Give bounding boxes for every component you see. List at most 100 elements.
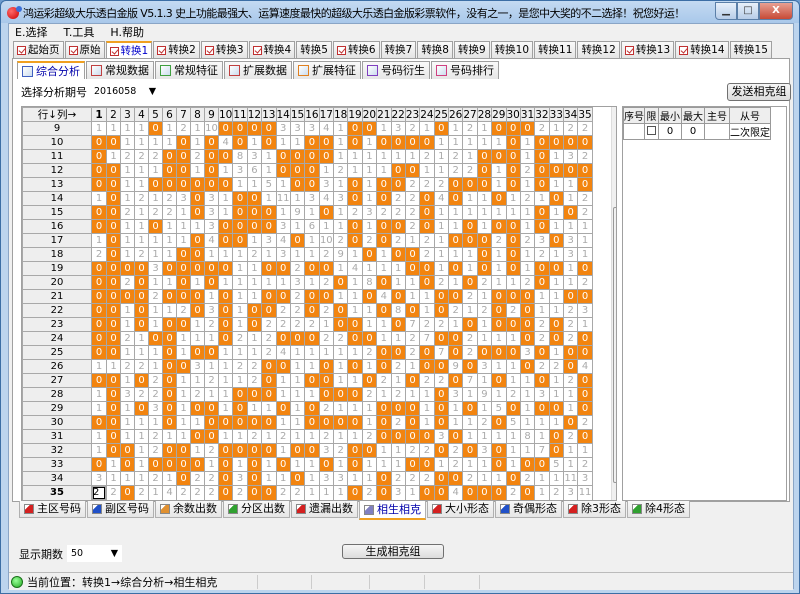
grid-cell[interactable]: 2 (232, 359, 248, 374)
grid-cell[interactable]: 10 (204, 121, 219, 136)
grid-cell[interactable]: 1 (447, 205, 464, 220)
tab-0[interactable]: 起始页 (13, 41, 64, 58)
grid-cell[interactable]: 4 (376, 289, 392, 304)
grid-cell[interactable]: 0 (462, 443, 478, 458)
grid-cell[interactable]: 1 (134, 177, 149, 192)
grid-cell[interactable]: 1 (134, 345, 149, 360)
grid-cell[interactable]: 2 (577, 191, 593, 206)
grid-cell[interactable]: 3 (289, 121, 306, 136)
grid-cell[interactable]: 0 (447, 429, 464, 444)
grid-cell[interactable]: 2 (476, 303, 493, 318)
grid-cell[interactable]: 4 (318, 191, 335, 206)
grid-cell[interactable]: 1 (91, 401, 107, 416)
grid-cell[interactable]: 2 (148, 289, 163, 304)
grid-cell[interactable]: 0 (91, 373, 107, 388)
grid-cell[interactable]: 1 (176, 233, 191, 248)
grid-cell[interactable]: 0 (534, 135, 550, 150)
grid-cell[interactable]: 2 (318, 275, 335, 290)
grid-cell[interactable]: 2 (148, 387, 163, 402)
grid-cell[interactable]: 1 (505, 191, 521, 206)
grid-cell[interactable]: 0 (462, 485, 478, 500)
grid-cell[interactable]: 0 (433, 331, 450, 346)
grid-cell[interactable]: 0 (390, 247, 406, 262)
grid-cell[interactable]: 0 (534, 163, 550, 178)
grid-cell[interactable]: 1 (134, 471, 149, 486)
grid-cell[interactable]: 2 (404, 471, 421, 486)
column-header[interactable]: 9 (204, 107, 219, 122)
grid-cell[interactable]: 2 (419, 233, 435, 248)
grid-cell[interactable]: 2 (419, 247, 435, 262)
grid-cell[interactable]: 1 (246, 401, 263, 416)
grid-cell[interactable]: 0 (419, 191, 435, 206)
grid-cell[interactable]: 0 (204, 261, 219, 276)
grid-cell[interactable]: 2 (318, 247, 335, 262)
grid-cell[interactable]: 1 (261, 149, 277, 164)
grid-cell[interactable]: 0 (91, 345, 107, 360)
grid-cell[interactable]: 2 (447, 163, 464, 178)
grid-cell[interactable]: 2 (134, 359, 149, 374)
grid-cell[interactable]: 1 (217, 387, 234, 402)
grid-cell[interactable]: 0 (318, 149, 335, 164)
grid-cell[interactable]: 0 (376, 233, 392, 248)
grid-cell[interactable]: 1 (534, 415, 550, 430)
grid-cell[interactable]: 1 (148, 163, 163, 178)
grid-cell[interactable]: 1 (275, 471, 291, 486)
column-header[interactable]: 16 (304, 107, 320, 122)
column-header[interactable]: 1 (91, 107, 107, 122)
grid-cell[interactable]: 2 (562, 121, 579, 136)
grid-cell[interactable]: 0 (577, 401, 593, 416)
grid-cell[interactable]: 1 (577, 443, 593, 458)
grid-cell[interactable]: 2 (275, 303, 291, 318)
grid-cell[interactable]: 0 (246, 443, 263, 458)
column-header[interactable]: 18 (332, 107, 349, 122)
grid-cell[interactable]: 3 (433, 429, 450, 444)
grid-cell[interactable]: 0 (404, 429, 421, 444)
grid-cell[interactable]: 0 (447, 191, 464, 206)
grid-cell[interactable]: 1 (376, 261, 392, 276)
grid-cell[interactable]: 0 (162, 443, 177, 458)
tab-9[interactable]: 转换8 (417, 41, 453, 58)
grid-cell[interactable]: 2 (519, 233, 536, 248)
grid-cell[interactable]: 0 (106, 303, 121, 318)
grid-cell[interactable]: 1 (548, 247, 565, 262)
grid-cell[interactable]: 1 (162, 219, 177, 234)
grid-cell[interactable]: 0 (347, 135, 363, 150)
grid-cell[interactable]: 0 (176, 471, 191, 486)
grid-cell[interactable]: 1 (217, 373, 234, 388)
grid-cell[interactable]: 2 (462, 121, 478, 136)
grid-cell[interactable]: 2 (419, 471, 435, 486)
tab-16[interactable]: 转换15 (729, 41, 772, 58)
grid-cell[interactable]: 1 (548, 149, 565, 164)
minimize-button[interactable]: ▁ (715, 2, 737, 20)
grid-cell[interactable]: 0 (232, 233, 248, 248)
grid-cell[interactable]: 0 (562, 163, 579, 178)
grid-cell[interactable]: 1 (190, 135, 205, 150)
grid-cell[interactable]: 1 (91, 429, 107, 444)
grid-cell[interactable]: 1 (505, 275, 521, 290)
grid-cell[interactable]: 0 (534, 261, 550, 276)
grid-cell[interactable]: 0 (176, 247, 191, 262)
grid-cell[interactable]: 1 (548, 387, 565, 402)
grid-cell[interactable]: 1 (433, 135, 450, 150)
grid-cell[interactable]: 2 (534, 247, 550, 262)
grid-cell[interactable]: 0 (318, 415, 335, 430)
grid-cell[interactable]: 0 (505, 247, 521, 262)
column-header[interactable]: 26 (447, 107, 464, 122)
grid-cell[interactable]: 1 (232, 429, 248, 444)
grid-cell[interactable]: 1 (462, 429, 478, 444)
grid-cell[interactable]: 0 (91, 219, 107, 234)
grid-cell[interactable]: 2 (361, 485, 378, 500)
grid-cell[interactable]: 0 (217, 233, 234, 248)
grid-cell[interactable]: 0 (476, 163, 493, 178)
grid-cell[interactable]: 0 (404, 261, 421, 276)
grid-cell[interactable]: 1 (106, 457, 121, 472)
grid-cell[interactable]: 0 (162, 163, 177, 178)
grid-cell[interactable]: 8 (519, 429, 536, 444)
grid-cell[interactable]: 2 (190, 387, 205, 402)
grid-cell[interactable]: 1 (91, 121, 107, 136)
grid-cell[interactable]: 1 (120, 317, 135, 332)
grid-cell[interactable]: 0 (304, 331, 320, 346)
grid-cell[interactable]: 2 (390, 233, 406, 248)
grid-cell[interactable]: 0 (106, 135, 121, 150)
grid-cell[interactable]: 1 (505, 331, 521, 346)
